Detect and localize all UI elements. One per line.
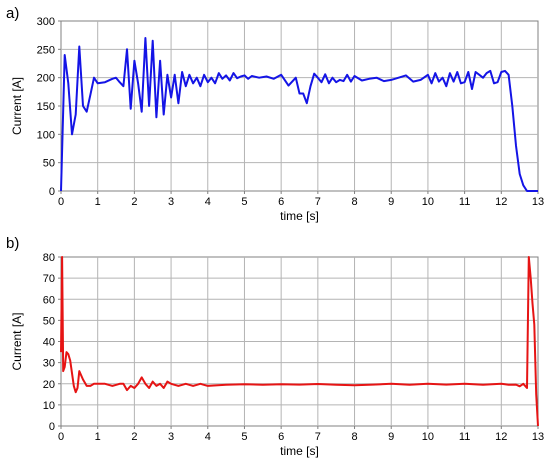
x-tick-label: 2: [131, 431, 137, 443]
y-tick-label: 20: [43, 379, 55, 391]
x-tick-label: 12: [495, 431, 507, 443]
y-tick-label: 60: [43, 294, 55, 306]
x-tick-label: 3: [168, 431, 174, 443]
x-tick-label: 8: [351, 431, 357, 443]
x-tick-label: 13: [532, 431, 544, 443]
x-tick-label: 4: [205, 196, 211, 208]
x-tick-label: 4: [205, 431, 211, 443]
x-tick-label: 8: [351, 196, 357, 208]
y-tick-label: 100: [37, 129, 55, 141]
x-axis-label: time [s]: [280, 444, 319, 458]
x-tick-label: 5: [241, 431, 247, 443]
panel-a: 0 1 2 3 4 5 6 7 8 9 10 11 12 13050100150200250300time…: [6, 5, 544, 223]
y-tick-label: 10: [43, 400, 55, 412]
x-tick-label: 7: [315, 196, 321, 208]
y-tick-label: 40: [43, 337, 55, 349]
y-tick-label: 50: [43, 315, 55, 327]
x-tick-label: 1: [95, 431, 101, 443]
y-tick-label: 50: [43, 158, 55, 170]
x-tick-label: 1: [95, 196, 101, 208]
x-tick-label: 6: [278, 196, 284, 208]
x-tick-label: 0: [58, 431, 64, 443]
panel-b: 0 1 2 3 4 5 6 7 8 9 10 11 12 1301020304050607080time …: [6, 235, 544, 458]
y-tick-label: 30: [43, 358, 55, 370]
panel-label: a): [6, 5, 19, 22]
series-line: [60, 256, 539, 427]
y-tick-label: 250: [37, 44, 55, 56]
x-tick-label: 0: [58, 196, 64, 208]
y-tick-label: 300: [37, 16, 55, 28]
panel-label: b): [6, 235, 19, 252]
x-tick-label: 2: [131, 196, 137, 208]
x-tick-label: 7: [315, 431, 321, 443]
y-tick-label: 70: [43, 273, 55, 285]
x-tick-label: 13: [532, 196, 544, 208]
x-tick-label: 11: [459, 431, 470, 443]
x-axis-label: time [s]: [280, 209, 319, 223]
y-axis-label: Current [A]: [10, 77, 24, 135]
y-tick-label: 80: [43, 252, 55, 264]
y-tick-label: 0: [49, 421, 55, 433]
x-tick-label: 10: [422, 431, 434, 443]
y-tick-label: 150: [37, 101, 55, 113]
x-tick-label: 3: [168, 196, 174, 208]
x-tick-label: 6: [278, 431, 284, 443]
x-tick-label: 11: [459, 196, 470, 208]
x-tick-label: 10: [422, 196, 434, 208]
x-tick-label: 5: [241, 196, 247, 208]
x-tick-label: 12: [495, 196, 507, 208]
series-line: [60, 37, 538, 192]
y-tick-label: 0: [49, 186, 55, 198]
y-axis-label: Current [A]: [10, 312, 24, 370]
y-tick-label: 200: [37, 73, 55, 85]
x-tick-label: 9: [388, 196, 394, 208]
x-tick-label: 9: [388, 431, 394, 443]
